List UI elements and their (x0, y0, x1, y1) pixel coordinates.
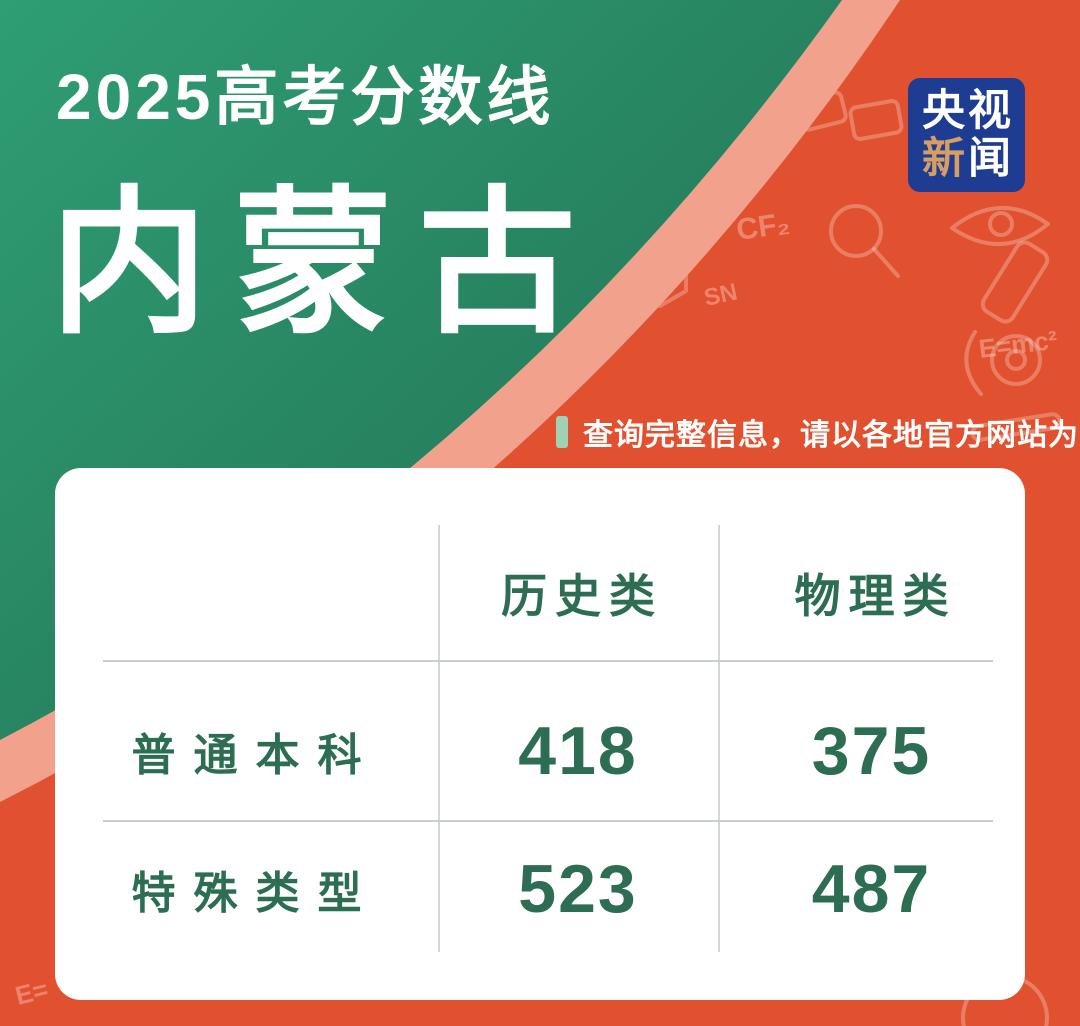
province-name: 内蒙古 (50, 176, 602, 352)
column-header-physics: 物理类 (794, 569, 957, 622)
eye-pupil-doodle-icon (988, 211, 1014, 237)
table-divider-vertical-1 (438, 525, 440, 952)
score-special-physics: 487 (811, 851, 932, 927)
microscope-arm-doodle (964, 330, 983, 396)
magnifier-doodle-icon (829, 204, 883, 258)
cf2-formula-doodle: CF₂ (734, 207, 791, 247)
notice-accent-bar (556, 416, 568, 448)
score-table: 历史类 物理类 普通本科 418 375 特殊类型 523 487 (55, 468, 1025, 1000)
logo-char-xin: 新 (922, 135, 968, 183)
microscope-wheel-center-doodle (1005, 349, 1027, 371)
logo-text-row2: 新闻 (919, 135, 1014, 183)
table-row-label: 普通本科 (55, 660, 438, 820)
table-row-label: 特殊类型 (55, 820, 438, 972)
table-divider-vertical-2 (718, 525, 720, 952)
table-cell: 487 (718, 820, 1025, 972)
row-label-special-type: 特殊类型 (131, 869, 380, 918)
logo-char-wen: 闻 (968, 135, 1014, 183)
table-cell: 523 (438, 820, 718, 972)
score-table-card: 历史类 物理类 普通本科 418 375 特殊类型 523 487 (55, 468, 1025, 1000)
table-cell: 418 (438, 660, 718, 820)
table-divider-horizontal-2 (103, 820, 993, 822)
score-regular-physics: 375 (811, 713, 932, 789)
microscope-wheel-doodle (990, 334, 1042, 386)
row-label-regular-undergrad: 普通本科 (131, 731, 380, 780)
microscope-doodle-icon (964, 240, 1062, 442)
logo-text-row1: 央视 (922, 86, 1014, 135)
microscope-tube-doodle (980, 240, 1050, 324)
score-special-history: 523 (518, 851, 638, 927)
magnifier-handle-doodle-icon (872, 247, 900, 278)
eye-doodle-icon (950, 205, 1050, 247)
score-regular-history: 418 (518, 713, 638, 789)
table-cell: 375 (718, 660, 1025, 820)
microscope-base-doodle (970, 412, 1062, 442)
column-header-empty (55, 468, 438, 660)
notice-text: 查询完整信息，请以各地官方网站为准 (583, 419, 1080, 452)
column-header-history: 历史类 (501, 569, 663, 622)
notebook-doodle-icon (848, 99, 904, 141)
table-divider-horizontal-1 (103, 660, 993, 662)
page-title: 2025高考分数线 (56, 61, 555, 133)
notice: 查询完整信息，请以各地官方网站为准 (556, 410, 1080, 454)
cctv-news-logo: 央视 新闻 (908, 78, 1025, 192)
